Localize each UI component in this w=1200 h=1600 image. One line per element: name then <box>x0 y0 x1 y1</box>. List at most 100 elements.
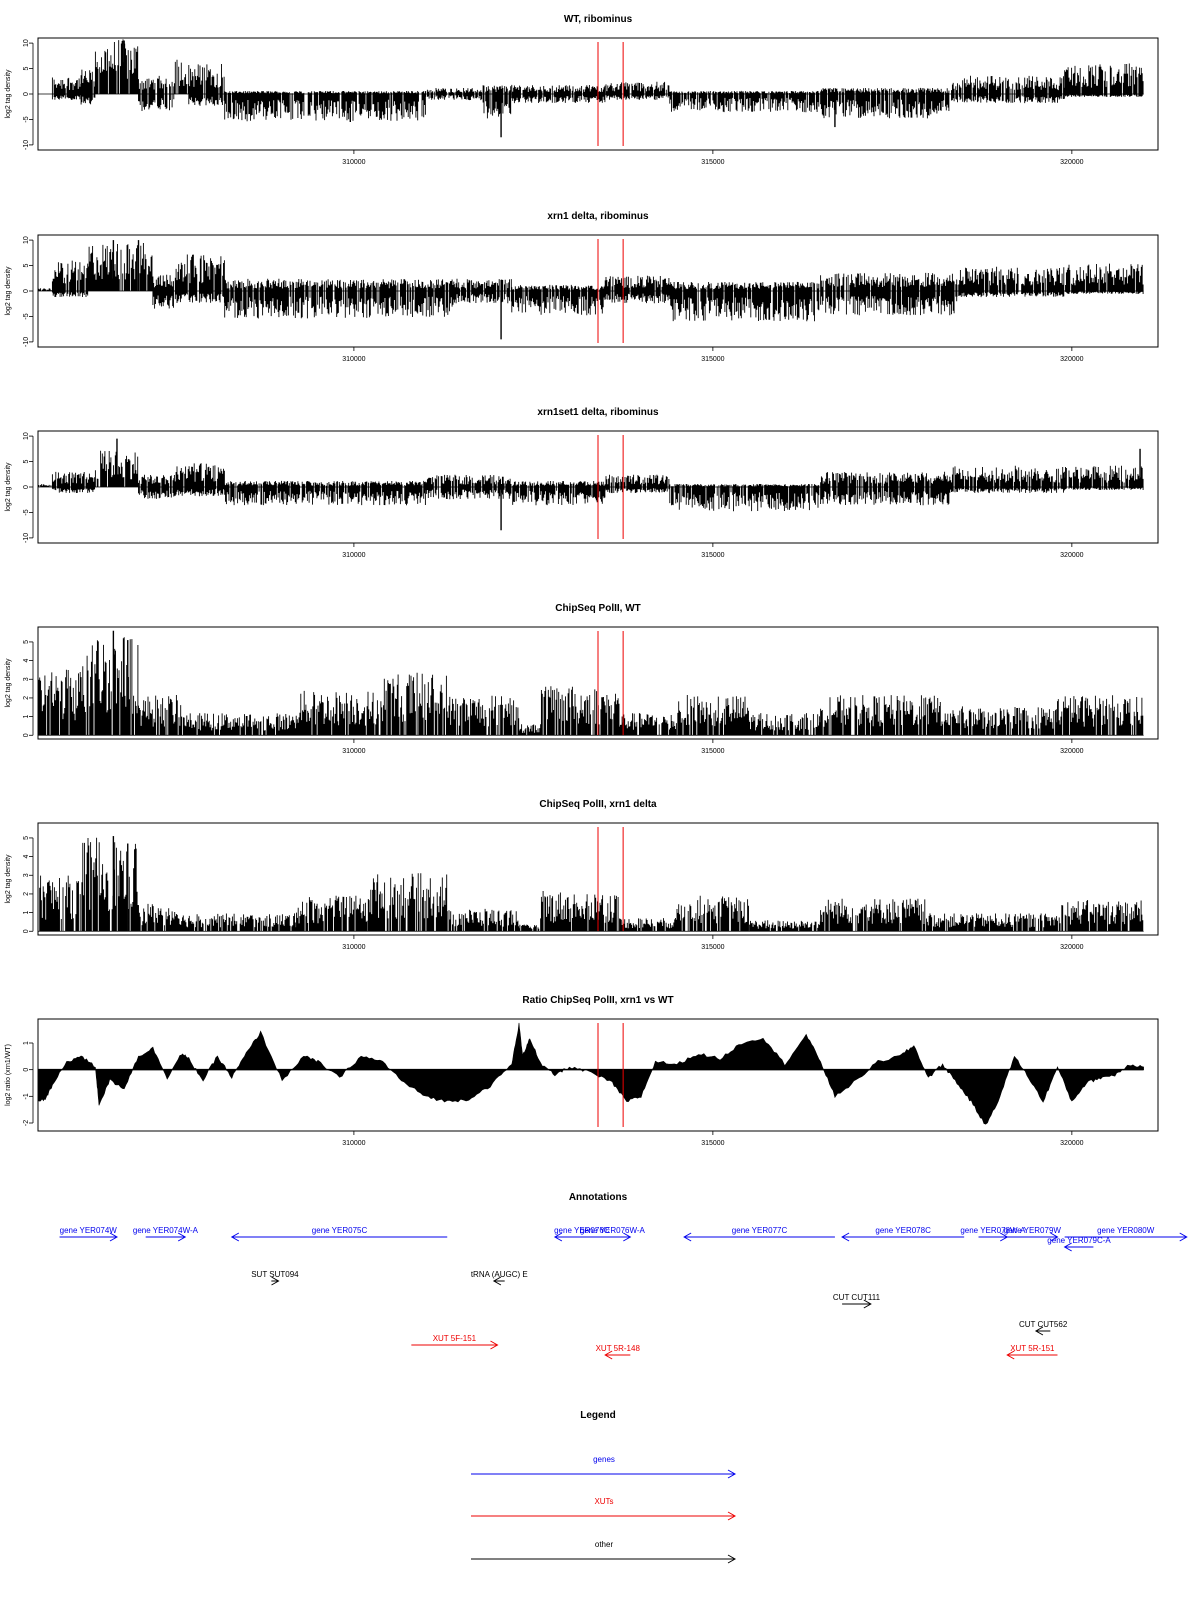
x-axis: 310000 315000 320000 <box>342 739 1084 755</box>
y-axis-label: log2 tag density <box>5 266 12 316</box>
y-tick-label: -10 <box>23 337 30 347</box>
y-tick-label: 4 <box>23 659 30 663</box>
plot-frame <box>37 822 1159 936</box>
y-tick-label: -10 <box>23 140 30 150</box>
annotation-gene: gene YER078C <box>841 1226 965 1242</box>
arrow-head <box>492 1276 502 1286</box>
y-tick-label: 10 <box>23 236 30 244</box>
annotation-label: gene YER080W <box>1097 1226 1155 1235</box>
y-tick-label: 5 <box>23 640 30 644</box>
annotation-label: tRNA (AUGC) E <box>471 1270 528 1279</box>
annotation-label: XUT 5F-151 <box>433 1334 477 1343</box>
y-tick-label: 5 <box>23 66 30 70</box>
x-tick-label: 315000 <box>701 356 724 363</box>
x-tick-label: 315000 <box>701 159 724 166</box>
annotation-xut: XUT 5F-151 <box>411 1334 499 1350</box>
y-axis-label: log2 ratio (xrn1/WT) <box>5 1044 12 1106</box>
x-tick-label: 320000 <box>1060 552 1083 559</box>
panel-5: ChipSeq PolII, xrn1 delta 0 1 2 3 4 5 log2 tag … <box>5 799 1159 951</box>
annotation-label: XUT 5R-151 <box>1010 1344 1055 1353</box>
annotation-label: gene YER078C <box>875 1226 931 1235</box>
density-bars <box>37 837 1144 932</box>
annotation-gene: gene YER074W-A <box>133 1226 199 1242</box>
y-axis-label: log2 tag density <box>5 658 12 708</box>
arrow-head <box>727 1554 737 1564</box>
panel-1: WT, ribominus -10 -5 0 5 10 log2 tag density 31… <box>5 14 1159 166</box>
annotation-label: gene YER079C-A <box>1047 1236 1111 1245</box>
data-marks <box>37 1022 1144 1125</box>
arrow-head <box>1050 1232 1059 1242</box>
panel-2: xrn1 delta, ribominus -10 -5 0 5 10 log2 tag d… <box>5 211 1159 363</box>
panel-title: ChipSeq PolII, WT <box>555 603 641 614</box>
x-axis: 310000 315000 320000 <box>342 150 1084 166</box>
annotation-label: CUT CUT111 <box>833 1293 881 1302</box>
x-axis: 310000 315000 320000 <box>342 543 1084 559</box>
panel-title: xrn1set1 delta, ribominus <box>537 407 659 418</box>
annotation-label: CUT CUT562 <box>1019 1320 1068 1329</box>
y-tick-label: 5 <box>23 459 30 463</box>
annotation-label: gene YER076W-A <box>580 1226 646 1235</box>
annotation-label: gene YER076C <box>554 1226 610 1235</box>
y-tick-label: 10 <box>23 432 30 440</box>
arrow-head <box>230 1232 240 1242</box>
data-marks <box>37 630 1144 736</box>
panel-title: xrn1 delta, ribominus <box>547 211 649 222</box>
y-tick-label: 2 <box>23 892 30 896</box>
x-tick-label: 315000 <box>701 1140 724 1147</box>
annotation-gene: gene YER080W <box>1064 1226 1188 1242</box>
y-axis: -10 -5 0 5 10 <box>23 432 34 543</box>
x-axis: 310000 315000 320000 <box>342 935 1084 951</box>
y-axis: -2 -1 0 1 <box>23 1041 34 1126</box>
x-tick-label: 315000 <box>701 944 724 951</box>
y-tick-label: -1 <box>23 1093 30 1099</box>
legend-entry-gene: genes <box>471 1455 737 1479</box>
annotation-label: gene YER079W <box>1004 1226 1062 1235</box>
annotation-xut: XUT 5R-148 <box>596 1344 641 1360</box>
legend-label: other <box>595 1540 614 1549</box>
panel-title: ChipSeq PolII, xrn1 delta <box>539 799 657 810</box>
panel-4: ChipSeq PolII, WT 0 1 2 3 4 5 log2 tag density 3… <box>5 603 1159 755</box>
data-marks <box>37 438 1144 531</box>
y-axis-label: log2 tag density <box>5 462 12 512</box>
panel-title: WT, ribominus <box>564 14 633 25</box>
y-tick-label: 0 <box>23 733 30 737</box>
arrow-head <box>1034 1326 1044 1336</box>
x-tick-label: 310000 <box>342 944 365 951</box>
y-tick-label: 0 <box>23 289 30 293</box>
density-bars <box>51 39 1144 122</box>
x-tick-label: 310000 <box>342 356 365 363</box>
arrow-head <box>727 1469 737 1479</box>
y-tick-label: 0 <box>23 485 30 489</box>
y-tick-label: 4 <box>23 855 30 859</box>
x-tick-label: 315000 <box>701 552 724 559</box>
x-tick-label: 310000 <box>342 159 365 166</box>
y-tick-label: -5 <box>23 313 30 319</box>
density-bars <box>37 243 1144 322</box>
y-tick-label: 3 <box>23 873 30 877</box>
annotation-gene: gene YER078W-A <box>960 1226 1026 1242</box>
annotation-label: gene YER074W-A <box>133 1226 199 1235</box>
arrow-head <box>1179 1232 1188 1242</box>
y-tick-label: 0 <box>23 92 30 96</box>
panel-3: xrn1set1 delta, ribominus -10 -5 0 5 10 log2 t… <box>5 407 1159 559</box>
y-tick-label: 10 <box>23 39 30 47</box>
y-tick-label: 0 <box>23 929 30 933</box>
y-tick-label: 1 <box>23 1041 30 1045</box>
x-tick-label: 310000 <box>342 748 365 755</box>
arrow-head <box>490 1340 499 1350</box>
x-axis: 310000 315000 320000 <box>342 347 1084 363</box>
density-bars <box>37 450 1144 512</box>
arrow-head <box>109 1232 118 1242</box>
arrow-head <box>271 1276 280 1286</box>
annotations-panel: Annotations gene YER074W gene YER074W-A gen… <box>59 1192 1188 1360</box>
annotations-title: Annotations <box>569 1192 628 1203</box>
annotation-other: tRNA (AUGC) E <box>471 1270 528 1286</box>
x-tick-label: 310000 <box>342 1140 365 1147</box>
panel-title: Ratio ChipSeq PolII, xrn1 vs WT <box>522 995 673 1006</box>
arrow-head <box>863 1299 872 1309</box>
y-axis-label: log2 tag density <box>5 854 12 904</box>
data-marks <box>38 39 1144 138</box>
y-tick-label: 1 <box>23 911 30 915</box>
annotation-label: XUT 5R-148 <box>596 1344 641 1353</box>
